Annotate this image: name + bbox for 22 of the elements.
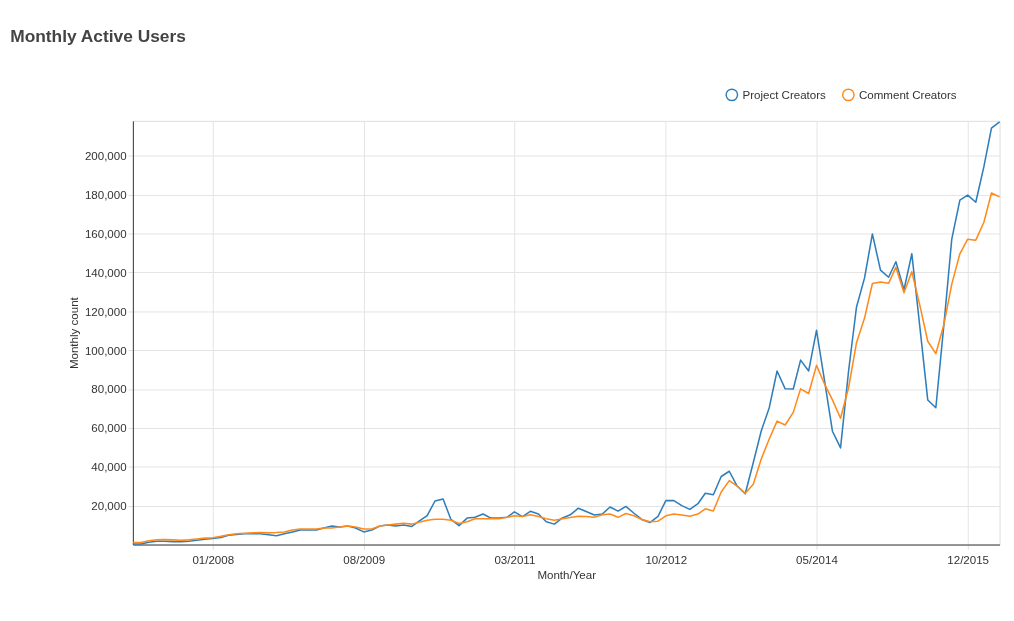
y-tick-label: 40,000 bbox=[91, 461, 127, 474]
x-tick-label: 10/2012 bbox=[645, 554, 688, 567]
y-tick-label: 60,000 bbox=[91, 422, 127, 435]
y-tick-label: 20,000 bbox=[91, 500, 127, 512]
y-tick-label: 160,000 bbox=[84, 227, 127, 240]
y-tick-label: 100,000 bbox=[84, 344, 127, 357]
line-series bbox=[132, 121, 1001, 545]
x-tick-label: 12/2015 bbox=[947, 554, 990, 567]
y-tick-label: 180,000 bbox=[84, 189, 127, 202]
x-axis-title: Month/Year bbox=[537, 568, 597, 581]
x-tick-label: 01/2008 bbox=[192, 554, 235, 567]
x-tick-label: 08/2009 bbox=[343, 554, 386, 567]
x-tick-label: 05/2014 bbox=[796, 554, 839, 567]
y-tick-label: 120,000 bbox=[84, 305, 127, 318]
y-tick-label: 200,000 bbox=[84, 150, 127, 163]
x-tick-label: 03/2011 bbox=[494, 554, 536, 567]
legend-label: Comment Creators bbox=[858, 88, 957, 101]
legend-label: Project Creators bbox=[742, 88, 827, 101]
y-tick-label: 140,000 bbox=[84, 266, 127, 279]
chart-title: Monthly Active Users bbox=[10, 25, 186, 46]
y-axis-title: Monthly count bbox=[68, 296, 81, 370]
y-tick-label: 80,000 bbox=[91, 383, 127, 396]
